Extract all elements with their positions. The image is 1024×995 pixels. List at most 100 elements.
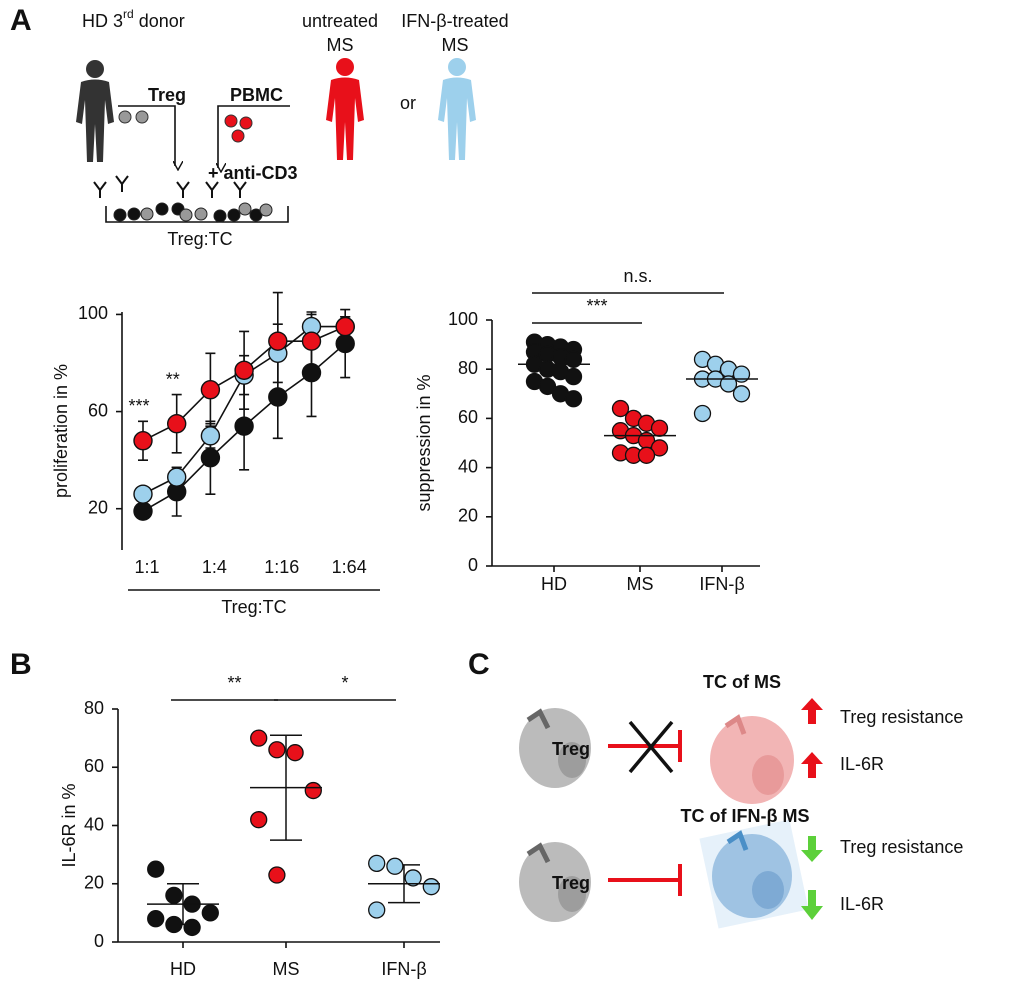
comparison-label: *	[341, 673, 348, 693]
person-icon	[76, 60, 114, 162]
schematic-c: Treg TC of MS Treg resistance IL-6R Treg…	[519, 672, 963, 929]
data-point	[422, 878, 440, 896]
donor-label: HD 3rd donor	[82, 7, 185, 31]
data-point	[133, 501, 153, 521]
data-point	[732, 385, 751, 403]
data-point	[611, 399, 630, 418]
well-cells	[113, 202, 273, 223]
pbmc-label: PBMC	[230, 85, 283, 105]
comparison-label: **	[227, 673, 241, 693]
y-tick-label: 0	[94, 931, 104, 951]
group-label: untreated	[302, 11, 378, 31]
receptor	[726, 830, 749, 851]
panel-label: C	[468, 648, 490, 681]
data-point	[335, 333, 355, 354]
data-point	[133, 484, 153, 504]
target-label: TC of IFN-β MS	[681, 806, 810, 826]
effect-label: IL-6R	[840, 754, 884, 774]
effect-label: IL-6R	[840, 894, 884, 914]
block	[628, 720, 674, 774]
ratio-label: Treg:TC	[167, 229, 232, 249]
y-tick-label: 40	[84, 814, 104, 834]
cell-label: Treg	[552, 739, 590, 759]
y-tick-label: 20	[84, 873, 104, 893]
y-tick-label: 100	[78, 303, 108, 323]
data-point	[165, 915, 183, 934]
data-point	[234, 416, 254, 436]
effect-label: Treg resistance	[840, 837, 963, 857]
x-tick-label: IFN-β	[381, 959, 426, 979]
data-point	[165, 886, 183, 905]
treg-label: Treg	[148, 85, 186, 105]
cell-icon	[135, 110, 149, 124]
nucleus	[752, 871, 784, 909]
y-tick-label: 60	[88, 400, 108, 420]
person-icon	[326, 58, 364, 160]
receptor	[526, 842, 551, 864]
comparison-label: ***	[586, 296, 607, 316]
y-tick-label: 40	[458, 456, 478, 476]
x-tick-label: 1:4	[202, 557, 227, 577]
data-point	[368, 901, 386, 919]
data-point	[693, 404, 712, 423]
data-point	[147, 910, 165, 928]
data-point	[166, 467, 187, 487]
nucleus	[752, 755, 784, 795]
cell-icon	[224, 114, 238, 128]
cell-icon	[239, 116, 253, 130]
tc-cell	[712, 834, 792, 918]
person-icon	[438, 58, 476, 160]
y-tick-label: 60	[84, 756, 104, 776]
x-tick-label: 1:1	[134, 557, 159, 577]
group-label: MS	[442, 35, 469, 55]
inhibit	[608, 730, 682, 762]
data-point	[234, 360, 254, 380]
nucleus	[558, 742, 586, 778]
x-tick-label: 1:16	[264, 557, 299, 577]
receptor	[724, 714, 747, 735]
data-point	[183, 918, 201, 937]
y-tick-label: 100	[448, 309, 478, 329]
data-point	[133, 431, 153, 451]
x-tick-label: 1:64	[332, 557, 367, 577]
x-tick-label: MS	[627, 574, 654, 594]
x-axis-label: Treg:TC	[221, 597, 286, 617]
group-label: MS	[327, 35, 354, 55]
data-point	[200, 380, 221, 400]
down-arrow	[801, 890, 823, 920]
nucleus	[558, 876, 586, 912]
y-axis-label: suppression in %	[414, 374, 434, 511]
data-point	[637, 446, 656, 464]
data-point	[268, 387, 288, 407]
data-point	[335, 316, 355, 337]
down-arrow	[801, 836, 823, 862]
data-point	[147, 860, 165, 878]
data-point	[564, 390, 583, 408]
group-label: IFN-β-treated	[401, 11, 508, 31]
annotation: ***	[128, 396, 149, 416]
y-tick-label: 0	[468, 555, 478, 575]
schematic-a: HD 3rd donor untreated MS IFN-β-treated …	[76, 7, 509, 249]
data-point	[268, 331, 288, 351]
comparison-label: n.s.	[623, 266, 652, 286]
x-tick-label: IFN-β	[699, 574, 744, 594]
data-point	[268, 866, 286, 884]
y-axis-label: IL-6R in %	[59, 783, 79, 867]
inhibit	[608, 864, 682, 896]
x-tick-label: HD	[541, 574, 567, 594]
y-tick-label: 80	[84, 698, 104, 718]
x-tick-label: HD	[170, 959, 196, 979]
y-tick-label: 20	[88, 497, 108, 517]
target-label: TC of MS	[703, 672, 781, 692]
panel-label: B	[10, 648, 32, 681]
stim-label: + anti-CD3	[208, 163, 298, 183]
data-point	[732, 365, 751, 383]
annotation: **	[166, 369, 180, 389]
data-point	[538, 377, 557, 396]
data-point	[301, 363, 322, 383]
data-point	[304, 781, 322, 800]
arrow	[118, 105, 175, 166]
x-tick-label: MS	[273, 959, 300, 979]
data-point	[301, 331, 322, 351]
